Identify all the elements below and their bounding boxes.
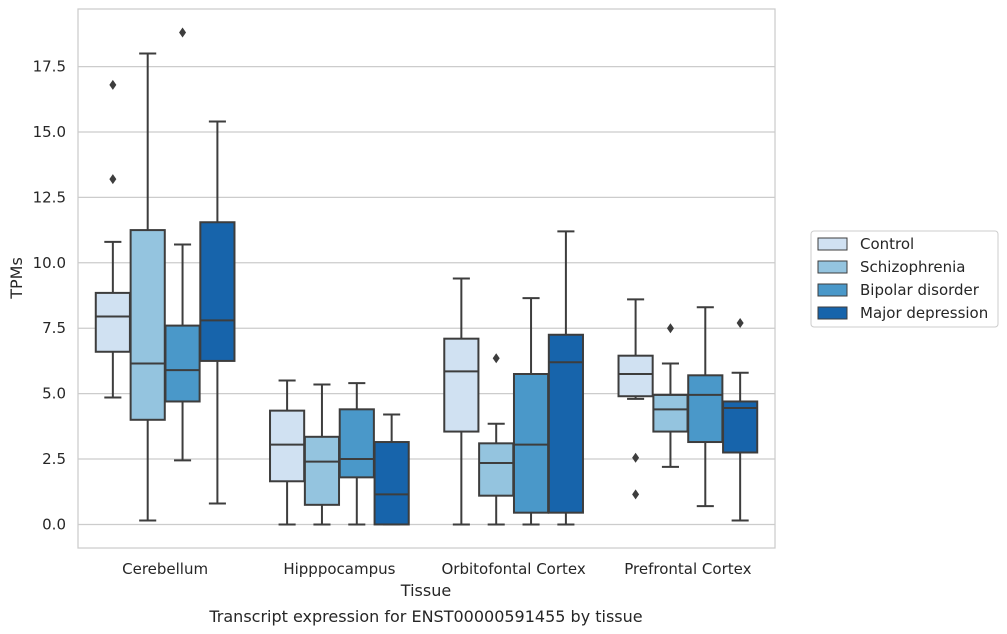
y-tick-label: 2.5: [42, 450, 66, 468]
x-tick-label: Orbitofontal Cortex: [442, 560, 586, 578]
legend-swatch: [817, 260, 848, 274]
legend-frame: [810, 230, 999, 328]
box-body: [652, 393, 689, 433]
box-major-depression: [199, 120, 236, 505]
y-tick-labels: 0.0 2.5 5.0 7.5 10.0 12.5 15.0 17.5: [33, 58, 66, 534]
box-schizophrenia: [129, 52, 166, 522]
box-body: [722, 400, 759, 454]
box-body: [94, 291, 131, 353]
box-body: [199, 221, 236, 362]
chart-caption: Transcript expression for ENST0000059145…: [208, 607, 642, 626]
box-bipolar-disorder: [164, 27, 201, 462]
box-control: [269, 379, 306, 526]
box-body: [547, 333, 584, 514]
legend: Control Schizophrenia Bipolar disorder Majo…: [810, 230, 999, 328]
legend-label: Schizophrenia: [860, 258, 965, 276]
box-schizophrenia: [478, 353, 515, 526]
box-bipolar-disorder: [687, 306, 724, 508]
y-axis-title: TPMs: [7, 257, 26, 300]
legend-label: Control: [860, 235, 914, 253]
x-axis-title: Tissue: [400, 581, 451, 600]
y-tick-label: 12.5: [33, 188, 66, 206]
y-tick-label: 15.0: [33, 123, 66, 141]
x-tick-labels: Cerebellum Hipppocampus Orbitofontal Corte…: [122, 560, 751, 578]
legend-label: Bipolar disorder: [860, 281, 980, 299]
box-body: [443, 337, 480, 433]
box-body: [478, 442, 515, 497]
y-tick-label: 17.5: [33, 58, 66, 76]
box-major-depression: [373, 413, 410, 526]
box-groups: [94, 27, 759, 526]
box-control: [94, 79, 131, 399]
legend-swatch: [817, 306, 848, 320]
legend-swatch: [817, 237, 848, 251]
y-tick-label: 7.5: [42, 319, 66, 337]
box-control: [617, 298, 654, 500]
box-bipolar-disorder: [338, 382, 375, 526]
box-body: [373, 441, 410, 526]
x-tick-label: Prefrontal Cortex: [624, 560, 751, 578]
legend-label: Major depression: [860, 304, 988, 322]
box-body: [164, 324, 201, 403]
box-major-depression: [722, 317, 759, 522]
box-body: [687, 374, 724, 444]
box-body: [129, 229, 166, 421]
box-body: [269, 409, 306, 483]
plot-frame: [77, 8, 776, 549]
outlier-point: [109, 79, 117, 90]
box-body: [512, 373, 550, 514]
x-tick-label: Cerebellum: [122, 560, 208, 578]
box-major-depression: [547, 230, 584, 526]
plot-background: [78, 9, 775, 548]
box-body: [617, 354, 654, 398]
outlier-point: [109, 174, 117, 185]
outlier-point: [492, 353, 500, 364]
y-tick-label: 10.0: [33, 254, 66, 272]
box-control: [443, 277, 480, 526]
outlier-point: [632, 489, 640, 500]
legend-swatch: [817, 283, 848, 297]
box-body: [303, 435, 341, 506]
x-tick-label: Hipppocampus: [283, 560, 395, 578]
box-schizophrenia: [303, 383, 341, 526]
y-tick-label: 0.0: [42, 515, 66, 533]
outlier-point: [666, 323, 674, 334]
y-tick-label: 5.0: [42, 385, 66, 403]
box-body: [338, 408, 375, 479]
outlier-point: [179, 27, 187, 38]
outlier-point: [736, 317, 744, 328]
outlier-point: [632, 452, 640, 463]
